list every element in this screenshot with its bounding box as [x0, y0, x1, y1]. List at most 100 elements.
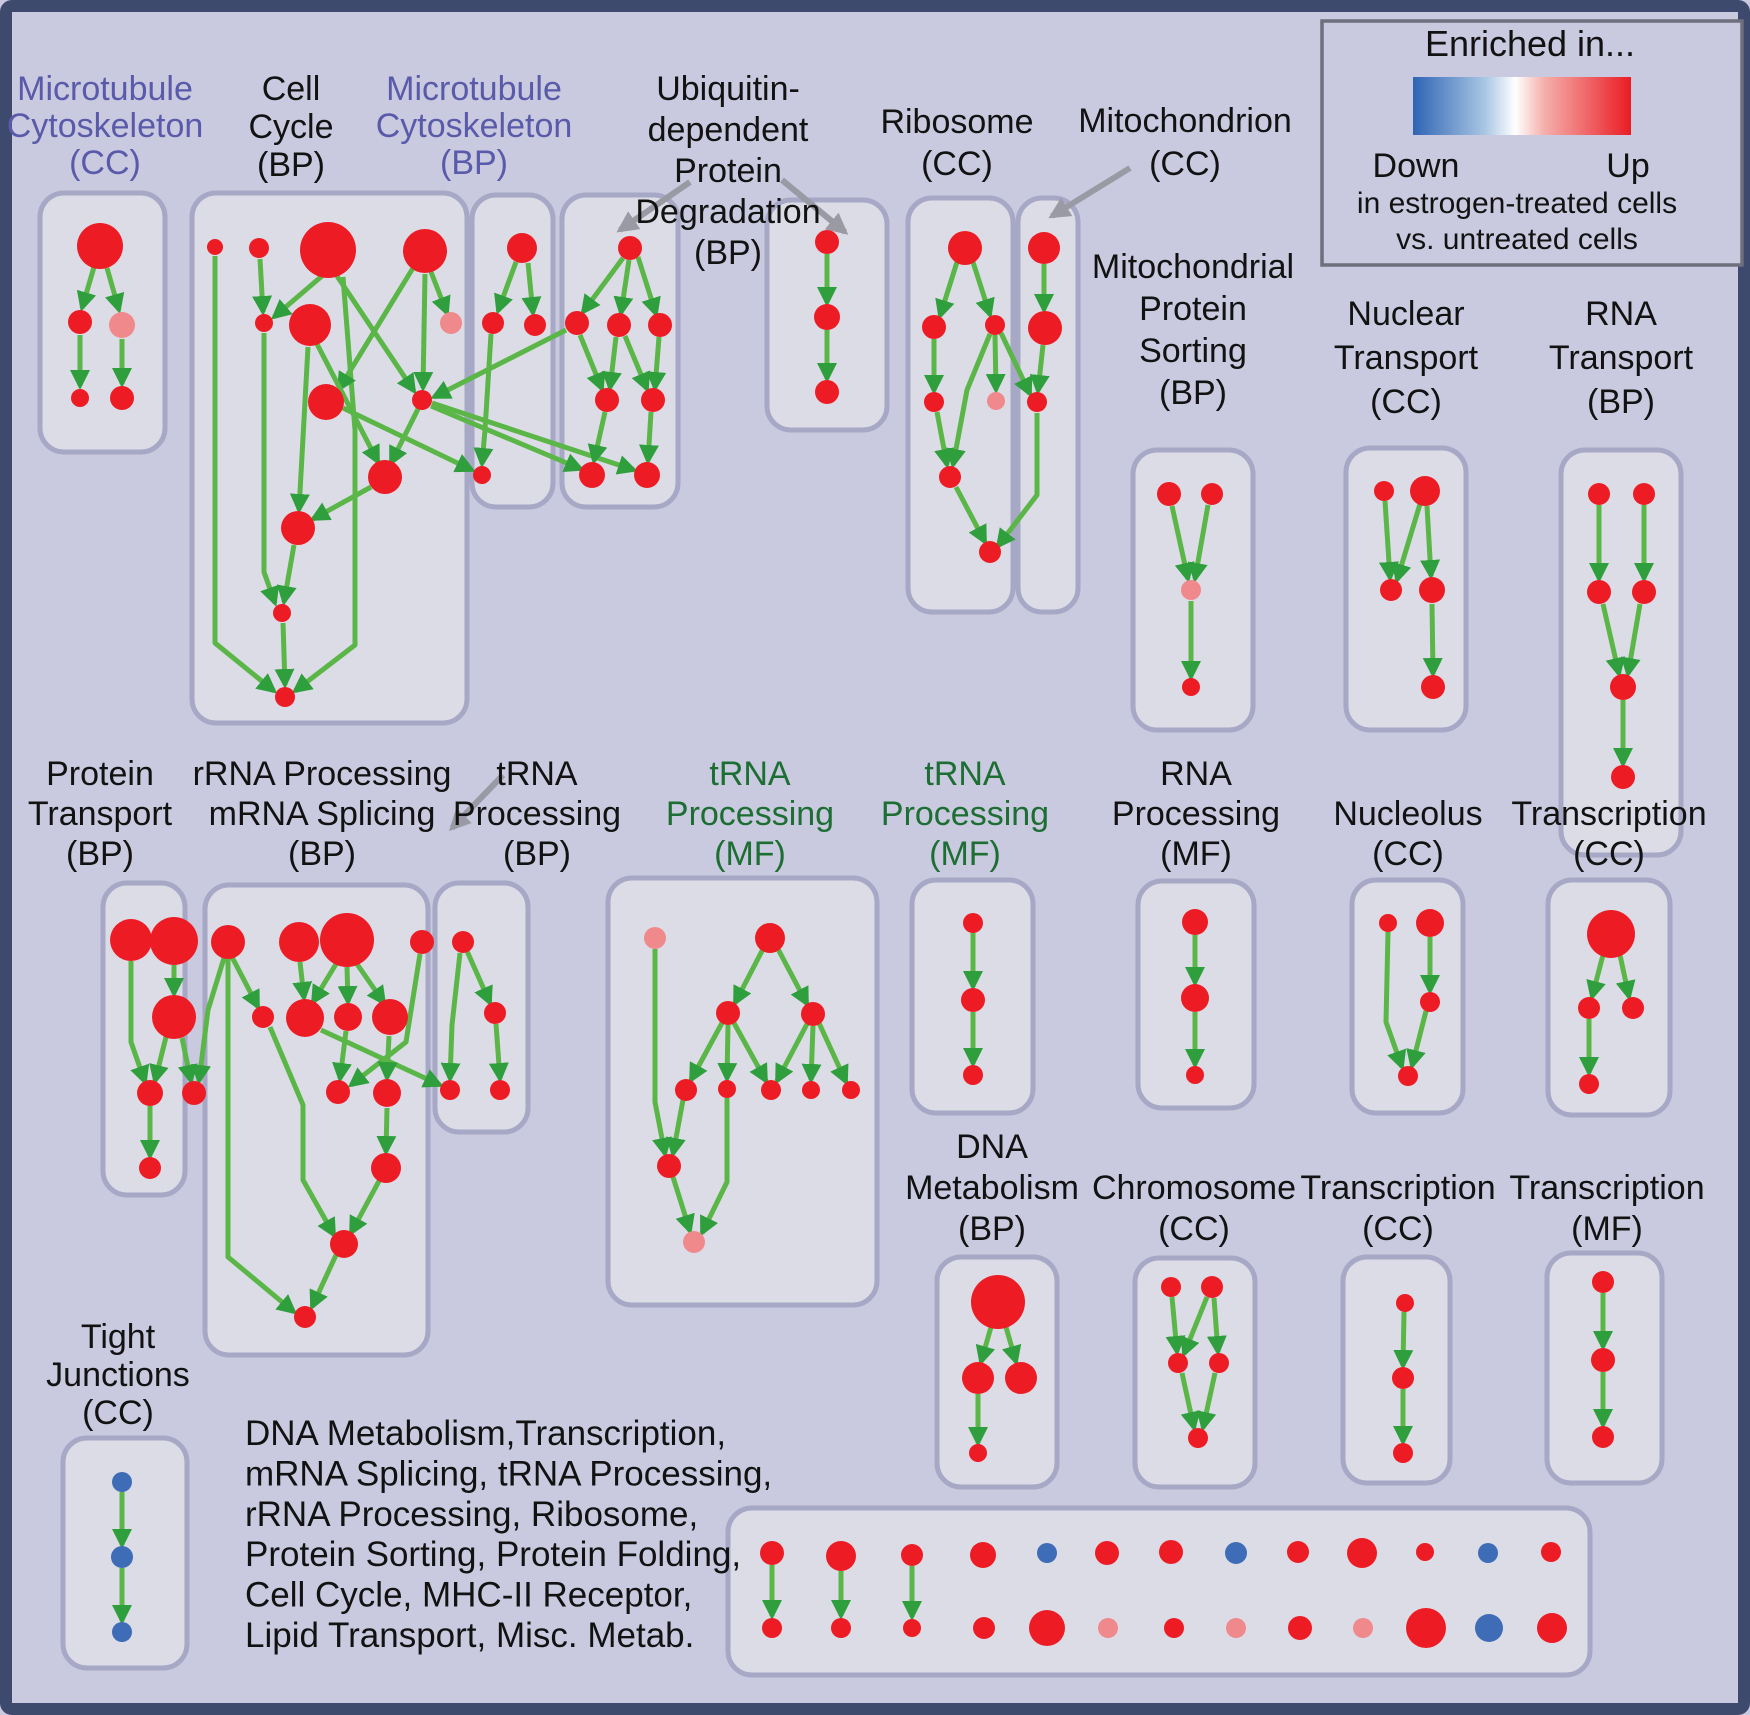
cluster-label-microtubule-bp: Cytoskeleton — [376, 107, 573, 145]
go-term-node-red — [507, 233, 537, 263]
go-term-node-red — [1347, 1538, 1377, 1568]
cluster-label-ubiquitin-bp: dependent — [648, 111, 809, 149]
label-pointer-arrow — [616, 179, 692, 233]
go-term-node-red — [963, 1065, 983, 1085]
legend-subtitle-2: vs. untreated cells — [1396, 223, 1638, 256]
legend-subtitle-1: in estrogen-treated cells — [1357, 187, 1677, 220]
regulation-edge — [635, 256, 661, 318]
cluster-label-trna-bp: tRNA — [496, 755, 578, 793]
go-term-node-red — [484, 1002, 506, 1024]
go-term-node-red — [755, 923, 785, 953]
regulation-edge — [953, 485, 988, 546]
cluster-label-rna-transport: Transport — [1549, 339, 1694, 377]
regulation-edge — [319, 1027, 444, 1088]
regulation-edge — [935, 261, 960, 320]
cluster-label-rna-transport: RNA — [1585, 295, 1657, 333]
cluster-box-nucleolus — [1349, 877, 1466, 1116]
go-term-node-red — [1209, 1353, 1229, 1373]
cluster-label-trna-mf-big: (MF) — [714, 835, 786, 873]
regulation-edge — [289, 346, 311, 514]
go-term-node-red — [1181, 984, 1209, 1012]
go-term-node-red — [903, 1619, 921, 1637]
go-term-node-blue — [112, 1472, 132, 1492]
cluster-box-nuclear-transport — [1343, 445, 1469, 733]
cluster-box-mitochondrion-cc — [1015, 195, 1081, 615]
go-term-node-red — [77, 223, 123, 269]
cluster-label-mito-protein-sorting: Mitochondrial — [1092, 248, 1294, 286]
cluster-box-rrna-mrna — [202, 882, 431, 1358]
go-term-node-red — [1201, 1276, 1223, 1298]
label-pointer-arrow — [449, 772, 506, 832]
go-term-node-red — [924, 392, 944, 412]
cluster-label-tight-junctions: Tight — [81, 1318, 156, 1356]
go-term-node-blue — [1475, 1614, 1503, 1642]
cluster-label-rna-processing: Processing — [1112, 795, 1280, 833]
cluster-label-microtubule-cc: (CC) — [69, 144, 141, 182]
regulation-edge — [613, 259, 634, 317]
go-term-node-red — [1186, 1066, 1204, 1084]
go-term-node-red — [1161, 1277, 1181, 1297]
go-term-node-red — [901, 1544, 923, 1566]
go-term-node-red — [300, 222, 356, 278]
regulation-edge — [975, 1326, 996, 1366]
cluster-label-ubiquitin-bp: Degradation — [635, 193, 820, 231]
go-term-node-red — [334, 1003, 362, 1031]
go-term-node-red — [110, 919, 152, 961]
regulation-edge — [225, 959, 298, 1315]
go-term-node-red — [1288, 1616, 1312, 1640]
go-term-node-red — [1095, 1541, 1119, 1565]
regulation-edge — [267, 1026, 337, 1239]
cluster-label-rna-transport: (BP) — [1587, 383, 1655, 421]
regulation-edge — [587, 411, 608, 465]
cluster-label-chromosome: (CC) — [1158, 1210, 1230, 1248]
go-term-node-red — [826, 1541, 856, 1571]
cluster-label-mitochondrion-cc: Mitochondrion — [1078, 102, 1292, 140]
regulation-edge — [104, 267, 125, 314]
go-term-node-blue — [1225, 1542, 1247, 1564]
go-term-node-red — [618, 236, 642, 260]
cluster-label-nuclear-transport: Nuclear — [1347, 295, 1464, 333]
go-term-node-red — [1419, 577, 1445, 603]
regulation-edge — [291, 276, 358, 694]
regulation-edge — [336, 266, 416, 393]
go-term-node-red — [1287, 1541, 1309, 1563]
regulation-edge — [1165, 1296, 1186, 1356]
cluster-label-tight-junctions: (CC) — [82, 1394, 154, 1432]
regulation-edge — [646, 336, 667, 392]
regulation-edge — [488, 1023, 509, 1083]
regulation-edge — [666, 1099, 686, 1158]
cluster-label-transcription-mf-bot: Transcription — [1509, 1169, 1704, 1207]
go-term-node-red — [1579, 1074, 1599, 1094]
go-term-node-pink — [1226, 1618, 1246, 1638]
go-term-node-red — [1027, 392, 1047, 412]
go-term-node-red — [1591, 1348, 1615, 1372]
go-term-node-red — [842, 1081, 860, 1099]
go-term-node-red — [814, 304, 840, 330]
go-term-node-blue — [111, 1546, 133, 1568]
go-term-node-red — [962, 1362, 994, 1394]
go-term-node-red — [279, 922, 319, 962]
go-term-node-red — [182, 1081, 206, 1105]
regulation-edge — [1169, 505, 1195, 583]
regulation-edge — [332, 1030, 352, 1083]
regulation-edge — [464, 949, 493, 1007]
cluster-box-transcription-cc-mid — [1545, 877, 1673, 1118]
regulation-edge — [260, 333, 280, 607]
regulation-edge — [731, 1021, 769, 1085]
go-term-node-red — [286, 999, 324, 1037]
go-term-node-red — [207, 239, 223, 255]
regulation-edge — [1393, 1311, 1414, 1370]
go-term-node-red — [275, 687, 295, 707]
go-term-node-red — [801, 1002, 825, 1026]
cluster-label-cell-cycle: Cycle — [248, 108, 333, 146]
regulation-edge — [149, 1036, 169, 1085]
regulation-edge — [341, 405, 476, 473]
legend-box — [1320, 19, 1744, 267]
cluster-label-protein-transport: Transport — [28, 795, 173, 833]
go-term-node-red — [1005, 1362, 1037, 1394]
cluster-label-trna-bp: (BP) — [503, 835, 571, 873]
go-term-node-red — [281, 511, 315, 545]
go-term-node-red — [641, 388, 665, 412]
